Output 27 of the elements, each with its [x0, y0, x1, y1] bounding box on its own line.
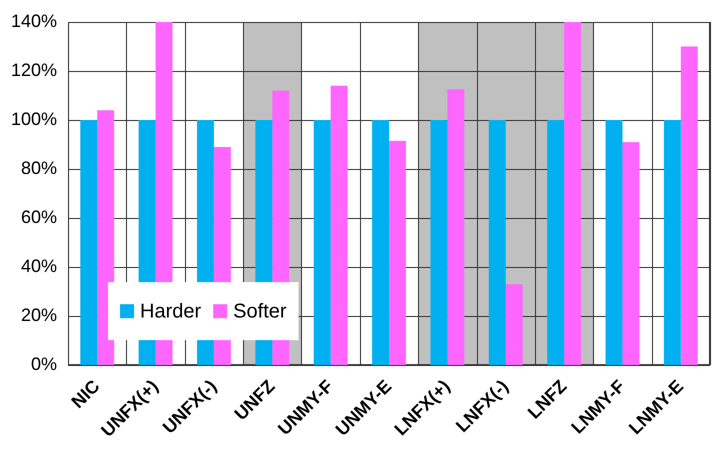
y-tick-label: 100%	[10, 109, 58, 130]
bar	[430, 120, 448, 366]
bar	[664, 120, 681, 366]
bar	[314, 120, 331, 366]
bar	[547, 120, 564, 366]
bar	[389, 140, 406, 366]
y-tick-label: 140%	[10, 10, 58, 31]
bar	[606, 120, 622, 366]
bar	[622, 142, 640, 366]
y-tick-label: 80%	[21, 158, 58, 178]
y-tick-label: 0%	[31, 354, 58, 374]
x-tick-label: NIC	[67, 376, 104, 412]
bar	[330, 86, 348, 366]
y-tick-label: 40%	[21, 256, 58, 276]
bar	[488, 120, 506, 366]
bar	[564, 22, 582, 366]
bar	[680, 46, 698, 366]
legend-label: Harder	[140, 300, 202, 323]
y-tick-label: 20%	[21, 305, 58, 326]
bar	[447, 89, 464, 366]
legend-label: Softer	[233, 300, 287, 323]
y-tick-label: 60%	[21, 207, 58, 228]
y-tick-label: 120%	[10, 60, 58, 80]
bar	[506, 284, 523, 366]
bar	[97, 110, 114, 366]
bar	[80, 120, 98, 366]
bar	[372, 120, 390, 366]
